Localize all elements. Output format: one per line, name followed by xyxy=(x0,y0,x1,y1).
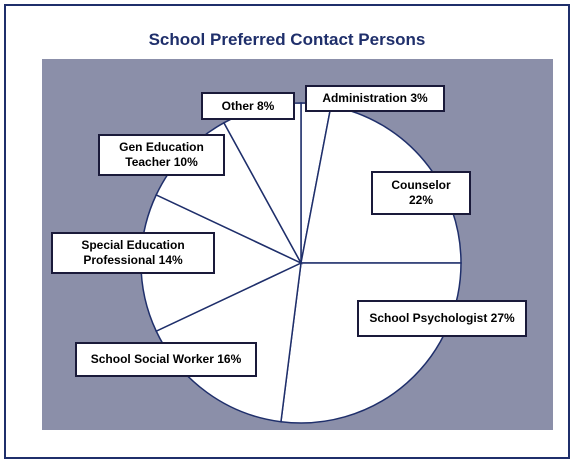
pie-slice-school-psychologist xyxy=(280,262,462,424)
label-gen-education-line2: Teacher 10% xyxy=(125,155,198,169)
label-administration-text: Administration 3% xyxy=(322,91,428,105)
label-other: Other 8% xyxy=(201,92,295,120)
label-school-social-worker: School Social Worker 16% xyxy=(75,342,257,377)
label-school-social-worker-text: School Social Worker 16% xyxy=(90,352,242,366)
label-gen-education-line1: Gen Education xyxy=(119,140,204,154)
label-counselor-line2: 22% xyxy=(408,193,434,207)
plot-area: Administration 3% Other 8% Gen Education… xyxy=(42,59,553,430)
label-other-text: Other 8% xyxy=(221,98,275,113)
label-counselor: Counselor 22% xyxy=(371,171,471,215)
chart-title: School Preferred Contact Persons xyxy=(148,30,426,49)
label-gen-education: Gen Education Teacher 10% xyxy=(98,134,225,176)
label-special-education-line2: Professional 14% xyxy=(83,253,183,267)
label-counselor-line1: Counselor xyxy=(391,178,451,192)
label-special-education-line1: Special Education xyxy=(81,238,185,252)
label-school-psychologist-text: School Psychologist 27% xyxy=(369,311,515,325)
chart-frame: School Preferred Contact Persons Adminis… xyxy=(4,4,570,459)
label-special-education: Special Education Professional 14% xyxy=(51,232,215,274)
label-administration: Administration 3% xyxy=(305,85,445,112)
label-school-psychologist: School Psychologist 27% xyxy=(357,300,527,337)
